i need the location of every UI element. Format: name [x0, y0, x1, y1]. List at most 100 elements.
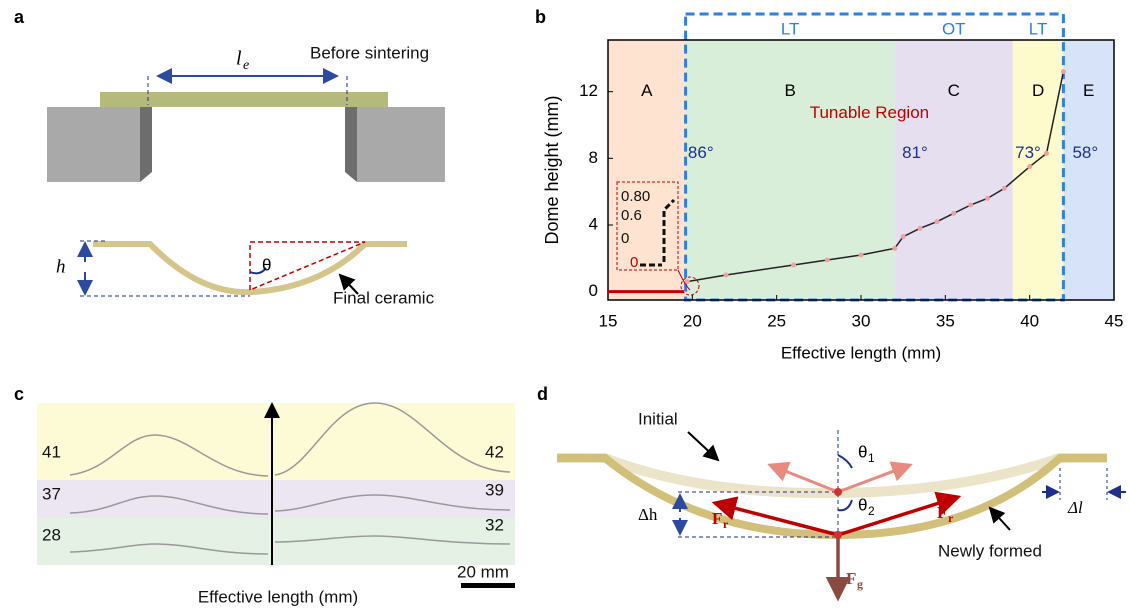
- point: [723, 272, 729, 278]
- initial-label: Initial: [638, 409, 678, 428]
- x-tick-label: 45: [1105, 311, 1124, 330]
- annotation: 81°: [902, 143, 928, 162]
- y-tick-label: 8: [589, 148, 598, 167]
- force-sub: r: [948, 511, 954, 525]
- annotation: 58°: [1072, 143, 1098, 162]
- length-symbol: l: [236, 48, 242, 70]
- length-label: 41: [42, 442, 61, 461]
- region: [1063, 40, 1114, 300]
- angle-symbol: θ: [262, 255, 271, 274]
- theta: θ: [858, 442, 867, 461]
- inset-label: 0.6: [621, 207, 642, 224]
- node: [834, 531, 842, 539]
- region: [1012, 40, 1064, 300]
- inset-focus: [680, 276, 700, 296]
- region: [608, 40, 686, 300]
- arrow: [687, 431, 720, 462]
- bg: [37, 403, 515, 480]
- point: [917, 225, 923, 231]
- node: [834, 488, 842, 496]
- annotation: 86°: [688, 143, 714, 162]
- force-label: F: [712, 509, 722, 528]
- x-tick-label: 20: [683, 311, 702, 330]
- arrow: [338, 273, 359, 295]
- length-sub: e: [243, 58, 249, 73]
- point: [824, 257, 830, 263]
- length-label: 42: [485, 442, 504, 461]
- length-label: 37: [42, 484, 61, 503]
- x-tick-label: 30: [852, 311, 871, 330]
- annotation: 73°: [1015, 143, 1041, 162]
- panel-d: d Initial θ 1 θ 2 Δh F r F r F g Newly f…: [537, 384, 1126, 602]
- force-r: [837, 491, 962, 537]
- annotation: Tunable Region: [810, 103, 929, 122]
- panel-label: b: [535, 7, 546, 27]
- length-label: 39: [485, 480, 504, 499]
- point: [900, 234, 906, 240]
- point: [791, 262, 797, 268]
- point: [1060, 69, 1066, 75]
- inset-label: 0: [630, 254, 638, 271]
- theta-sub: 1: [868, 451, 875, 465]
- panel-b: b A B C D E LT OT LT 15 20 25 30 35 40 45 0 4 8 12 Effective…: [535, 7, 1123, 363]
- before-label: Before sintering: [310, 43, 429, 62]
- y-tick-label: 4: [589, 214, 598, 233]
- point: [968, 202, 974, 208]
- x-tick-label: 35: [936, 311, 955, 330]
- inset-label: 0.80: [621, 188, 650, 205]
- force-label: F: [846, 569, 856, 588]
- angle-arc: [249, 267, 267, 275]
- point: [858, 252, 864, 258]
- y-tick-label: 0: [589, 281, 598, 300]
- panel-label: c: [14, 384, 24, 404]
- point: [1027, 164, 1033, 170]
- region-label: C: [948, 81, 960, 100]
- x-label: Effective length (mm): [781, 343, 941, 362]
- force-initial: [837, 461, 913, 494]
- span-box: [684, 12, 1065, 302]
- panel-label: d: [537, 384, 548, 404]
- force-label: F: [937, 503, 947, 522]
- length-label: 28: [42, 525, 61, 544]
- point: [985, 195, 990, 201]
- inset-curve: [640, 198, 676, 267]
- dh-label: Δh: [638, 505, 658, 524]
- point: [684, 279, 690, 285]
- x-label: Effective length (mm): [198, 587, 358, 606]
- span-label: LT: [1029, 19, 1048, 38]
- x-tick-label: 40: [1020, 311, 1039, 330]
- inset-label: 0: [621, 230, 629, 247]
- y-tick-label: 12: [579, 81, 598, 100]
- panel-a: a l e Before sintering h θ Final ceramic: [14, 7, 445, 307]
- newly-label: Newly formed: [938, 541, 1042, 560]
- force-initial: [767, 461, 839, 494]
- panel-label: a: [14, 7, 25, 27]
- region: [894, 40, 1013, 300]
- theta-sub: 2: [868, 504, 875, 518]
- angle-arc: [837, 499, 853, 512]
- region-label: D: [1032, 81, 1044, 100]
- support: [47, 107, 140, 182]
- profiles: [69, 402, 511, 555]
- point: [934, 219, 940, 225]
- region-label: E: [1083, 81, 1094, 100]
- support: [140, 97, 152, 182]
- ceramic: [93, 241, 407, 296]
- x-tick-label: 25: [767, 311, 786, 330]
- bg: [37, 480, 515, 518]
- arrow: [988, 506, 1011, 531]
- support: [345, 97, 357, 182]
- y-label: Dome height (mm): [542, 95, 562, 244]
- inset-link: [677, 269, 691, 291]
- theta: θ: [858, 495, 867, 514]
- dl-label: Δl: [1067, 498, 1083, 517]
- after-label: Final ceramic: [333, 288, 435, 307]
- height-symbol: h: [56, 256, 66, 277]
- length-label: 32: [485, 515, 504, 534]
- support: [357, 107, 445, 182]
- panel-c: c 41 37 28 42 39 32 20 mm Effective leng…: [14, 384, 515, 606]
- point: [1044, 150, 1050, 156]
- scale-label: 20 mm: [457, 562, 509, 581]
- scale-bar: [461, 583, 515, 588]
